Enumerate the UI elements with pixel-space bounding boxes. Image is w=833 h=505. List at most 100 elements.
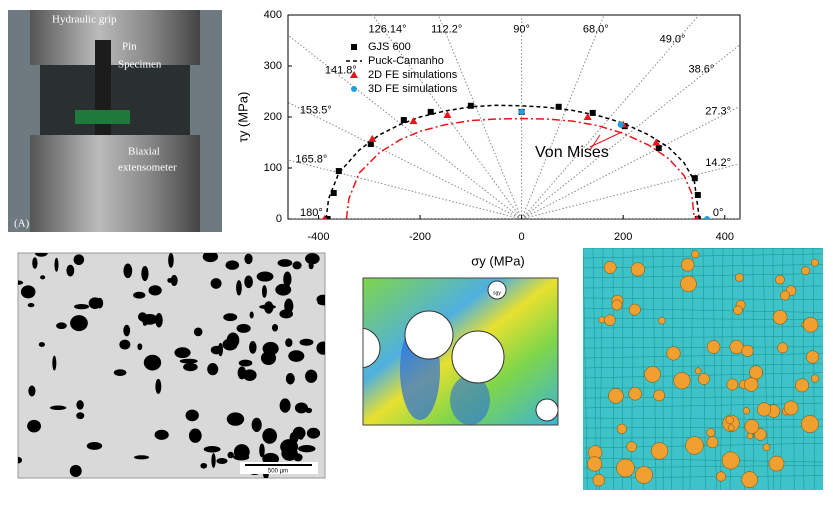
mesh-pore (692, 251, 699, 258)
photo-label: Specimen (118, 59, 162, 71)
nodule (239, 360, 253, 367)
nodule (39, 342, 45, 347)
nodule (316, 341, 329, 354)
angle-label: 90° (513, 23, 530, 35)
nodule (262, 285, 267, 298)
scale-label: 500 µm (268, 469, 288, 475)
nodule (183, 363, 198, 371)
nodule (285, 338, 292, 347)
legend-label: GJS 600 (368, 41, 411, 53)
nodule (143, 322, 147, 326)
fe-panel: sgy (340, 278, 558, 425)
legend-marker (351, 44, 357, 50)
x-tick-label: -400 (307, 231, 329, 243)
nodule (189, 429, 202, 443)
nodule (148, 285, 161, 295)
nodule (305, 370, 317, 383)
nodule (237, 324, 251, 333)
nodule (168, 253, 174, 268)
nodule (262, 428, 277, 444)
nodule (292, 261, 301, 269)
nodule (50, 406, 67, 410)
y-tick-label: 400 (264, 9, 282, 21)
nodule (259, 305, 276, 310)
mesh-pore (608, 388, 623, 403)
angle-label: 126.14° (369, 23, 407, 35)
mesh-pore (617, 424, 627, 434)
nodule (278, 259, 293, 267)
angle-label: 14.2° (705, 157, 731, 169)
mesh-pore (773, 310, 787, 324)
mesh-pore (651, 443, 668, 460)
mesh-pore (627, 442, 637, 452)
angle-label: 38.6° (688, 63, 714, 75)
mesh-pore (745, 419, 759, 433)
nodule (74, 254, 85, 265)
nodule (123, 325, 130, 337)
nodule (295, 402, 308, 413)
nodule (76, 400, 83, 409)
nodule (233, 454, 249, 460)
mesh-pore (769, 456, 784, 471)
nodule (137, 343, 142, 350)
nodule (194, 328, 203, 337)
photo-label: extensometer (118, 162, 177, 174)
pore (405, 311, 453, 359)
mesh-pore (707, 437, 718, 448)
photo-label: (A) (14, 218, 30, 230)
mesh-pore (587, 457, 602, 472)
mesh-pore (776, 275, 785, 284)
mesh-pore (742, 472, 758, 488)
nodule (180, 359, 198, 364)
nodule (141, 266, 148, 281)
extensometer (75, 110, 130, 124)
nodule (167, 278, 172, 283)
nodule (138, 312, 147, 321)
mesh-pore (730, 340, 744, 354)
nodule (155, 313, 163, 328)
mesh-pore (806, 351, 819, 364)
nodule (74, 304, 89, 309)
nodule (227, 333, 240, 349)
nodule (207, 363, 218, 375)
nodule (70, 465, 82, 477)
mesh-pore (612, 300, 622, 310)
nodule (227, 415, 239, 420)
annotation: Von Mises (535, 144, 609, 161)
point (656, 145, 662, 151)
nodule (21, 285, 36, 298)
grip-bottom (30, 135, 200, 232)
mesh-pore (667, 347, 681, 361)
mesh-pore (763, 444, 770, 451)
legend-label: 2D FE simulations (368, 69, 458, 81)
nodule (174, 347, 190, 358)
nodule (144, 355, 161, 371)
mesh-pore (593, 474, 605, 486)
mesh-pore (604, 315, 615, 326)
mesh-pore (795, 379, 808, 392)
mesh-pore (686, 437, 704, 455)
angle-label: 112.2° (431, 23, 462, 35)
pore (340, 328, 380, 368)
nodule (200, 463, 207, 469)
nodule (236, 280, 242, 295)
mesh-pore (811, 375, 819, 383)
mesh-pore (744, 378, 758, 392)
mesh-pore (722, 452, 739, 469)
nodule (155, 379, 161, 394)
nodule (290, 432, 299, 444)
nodule (249, 341, 256, 354)
nodule (307, 428, 320, 439)
nodule (257, 272, 274, 282)
mesh-pore (727, 379, 738, 390)
x-tick-label: -200 (409, 231, 431, 243)
nodule (27, 420, 41, 433)
mesh-pore (811, 259, 818, 266)
mesh-pore (801, 415, 818, 432)
mesh-pore (698, 373, 709, 384)
micrograph-panel: 500 µm (14, 250, 331, 480)
nodule (309, 262, 314, 269)
nodule (56, 322, 67, 329)
nodule (14, 457, 22, 464)
